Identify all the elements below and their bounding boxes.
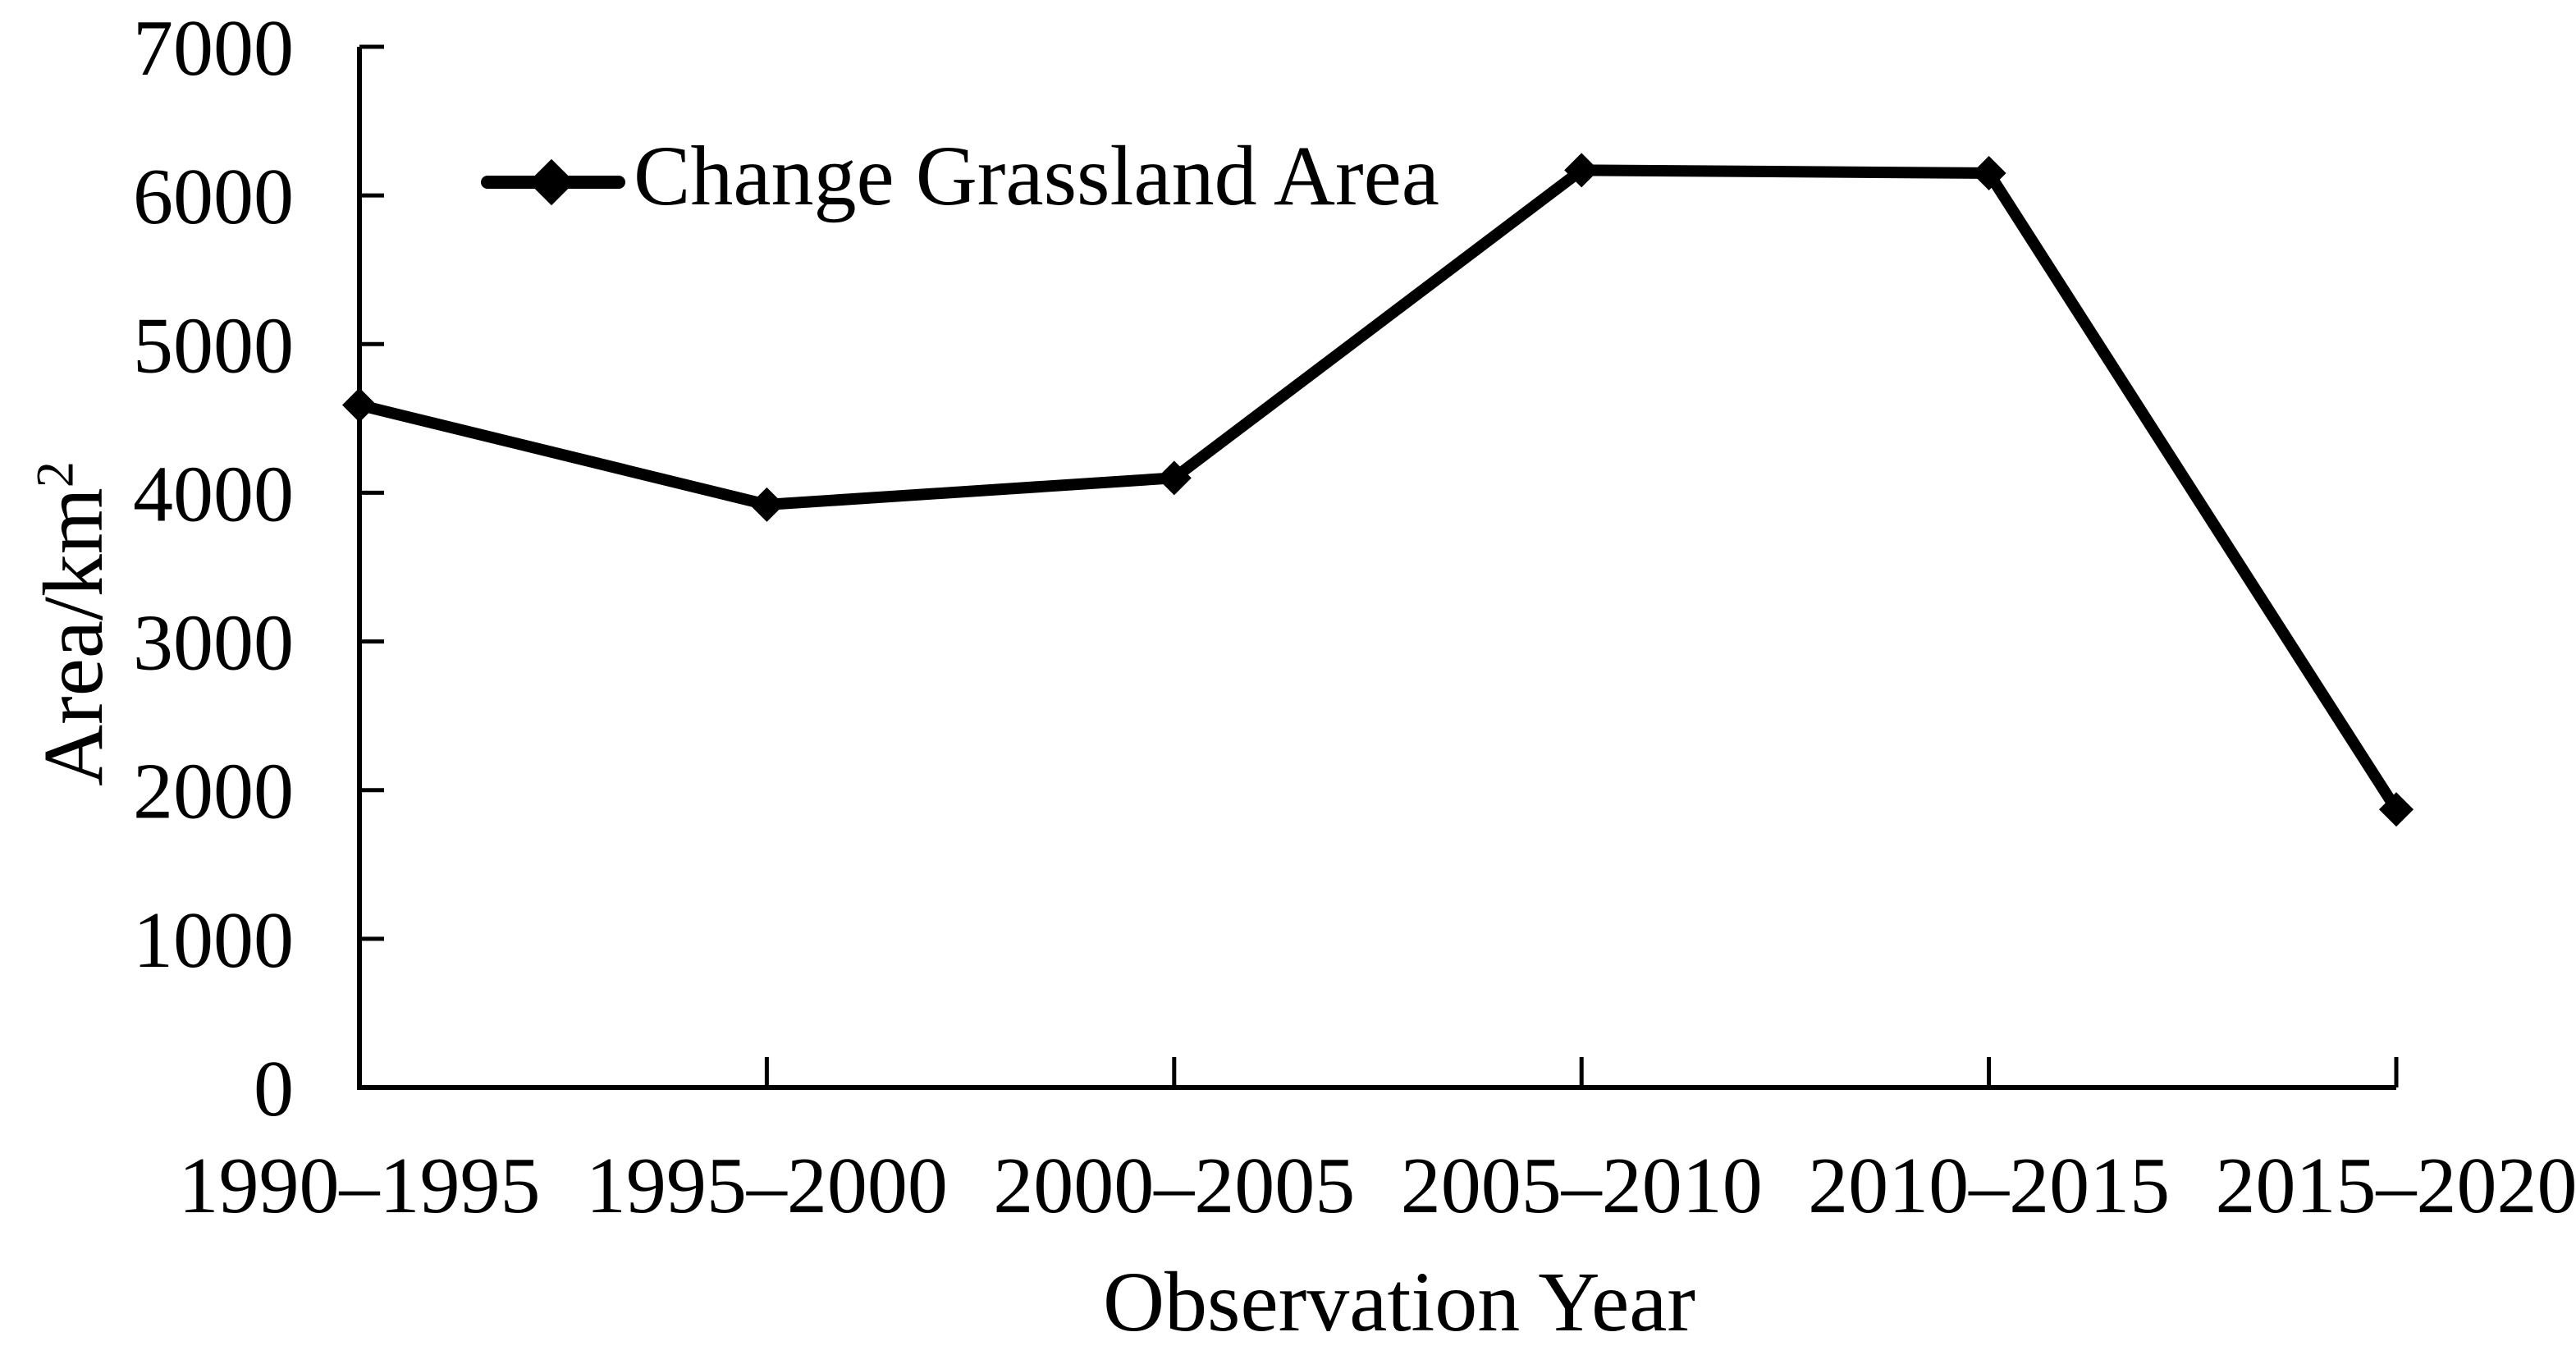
x-tick-label: 1995–2000: [586, 1142, 948, 1230]
y-tick-label: 3000: [133, 599, 294, 688]
y-tick-label: 7000: [133, 4, 294, 93]
y-tick-label: 0: [254, 1045, 294, 1133]
data-point-marker: [1971, 155, 2006, 190]
legend-label: Change Grassland Area: [634, 129, 1439, 223]
data-point-marker: [342, 387, 377, 423]
x-tick-label: 2005–2010: [1401, 1142, 1763, 1230]
x-axis-title: Observation Year: [1102, 1255, 1696, 1349]
y-tick-label: 6000: [133, 153, 294, 241]
y-axis-title: Area/km2: [25, 283, 123, 964]
y-tick-label: 5000: [133, 301, 294, 390]
data-point-marker: [2379, 792, 2414, 827]
x-tick-label: 2000–2005: [993, 1142, 1355, 1230]
data-point-marker: [1156, 460, 1192, 496]
y-axis-title-superscript: 2: [25, 460, 85, 488]
x-tick-label: 2015–2020: [2216, 1142, 2576, 1230]
x-tick-label: 1990–1995: [179, 1142, 541, 1230]
y-tick-label: 1000: [133, 896, 294, 985]
y-tick-label: 4000: [133, 450, 294, 538]
y-tick-label: 2000: [133, 748, 294, 836]
x-tick-label: 2010–2015: [1808, 1142, 2170, 1230]
y-axis-title-text: Area/km: [26, 488, 121, 787]
data-point-marker: [1564, 153, 1599, 188]
data-point-marker: [749, 487, 785, 522]
data-line: [358, 164, 2401, 813]
